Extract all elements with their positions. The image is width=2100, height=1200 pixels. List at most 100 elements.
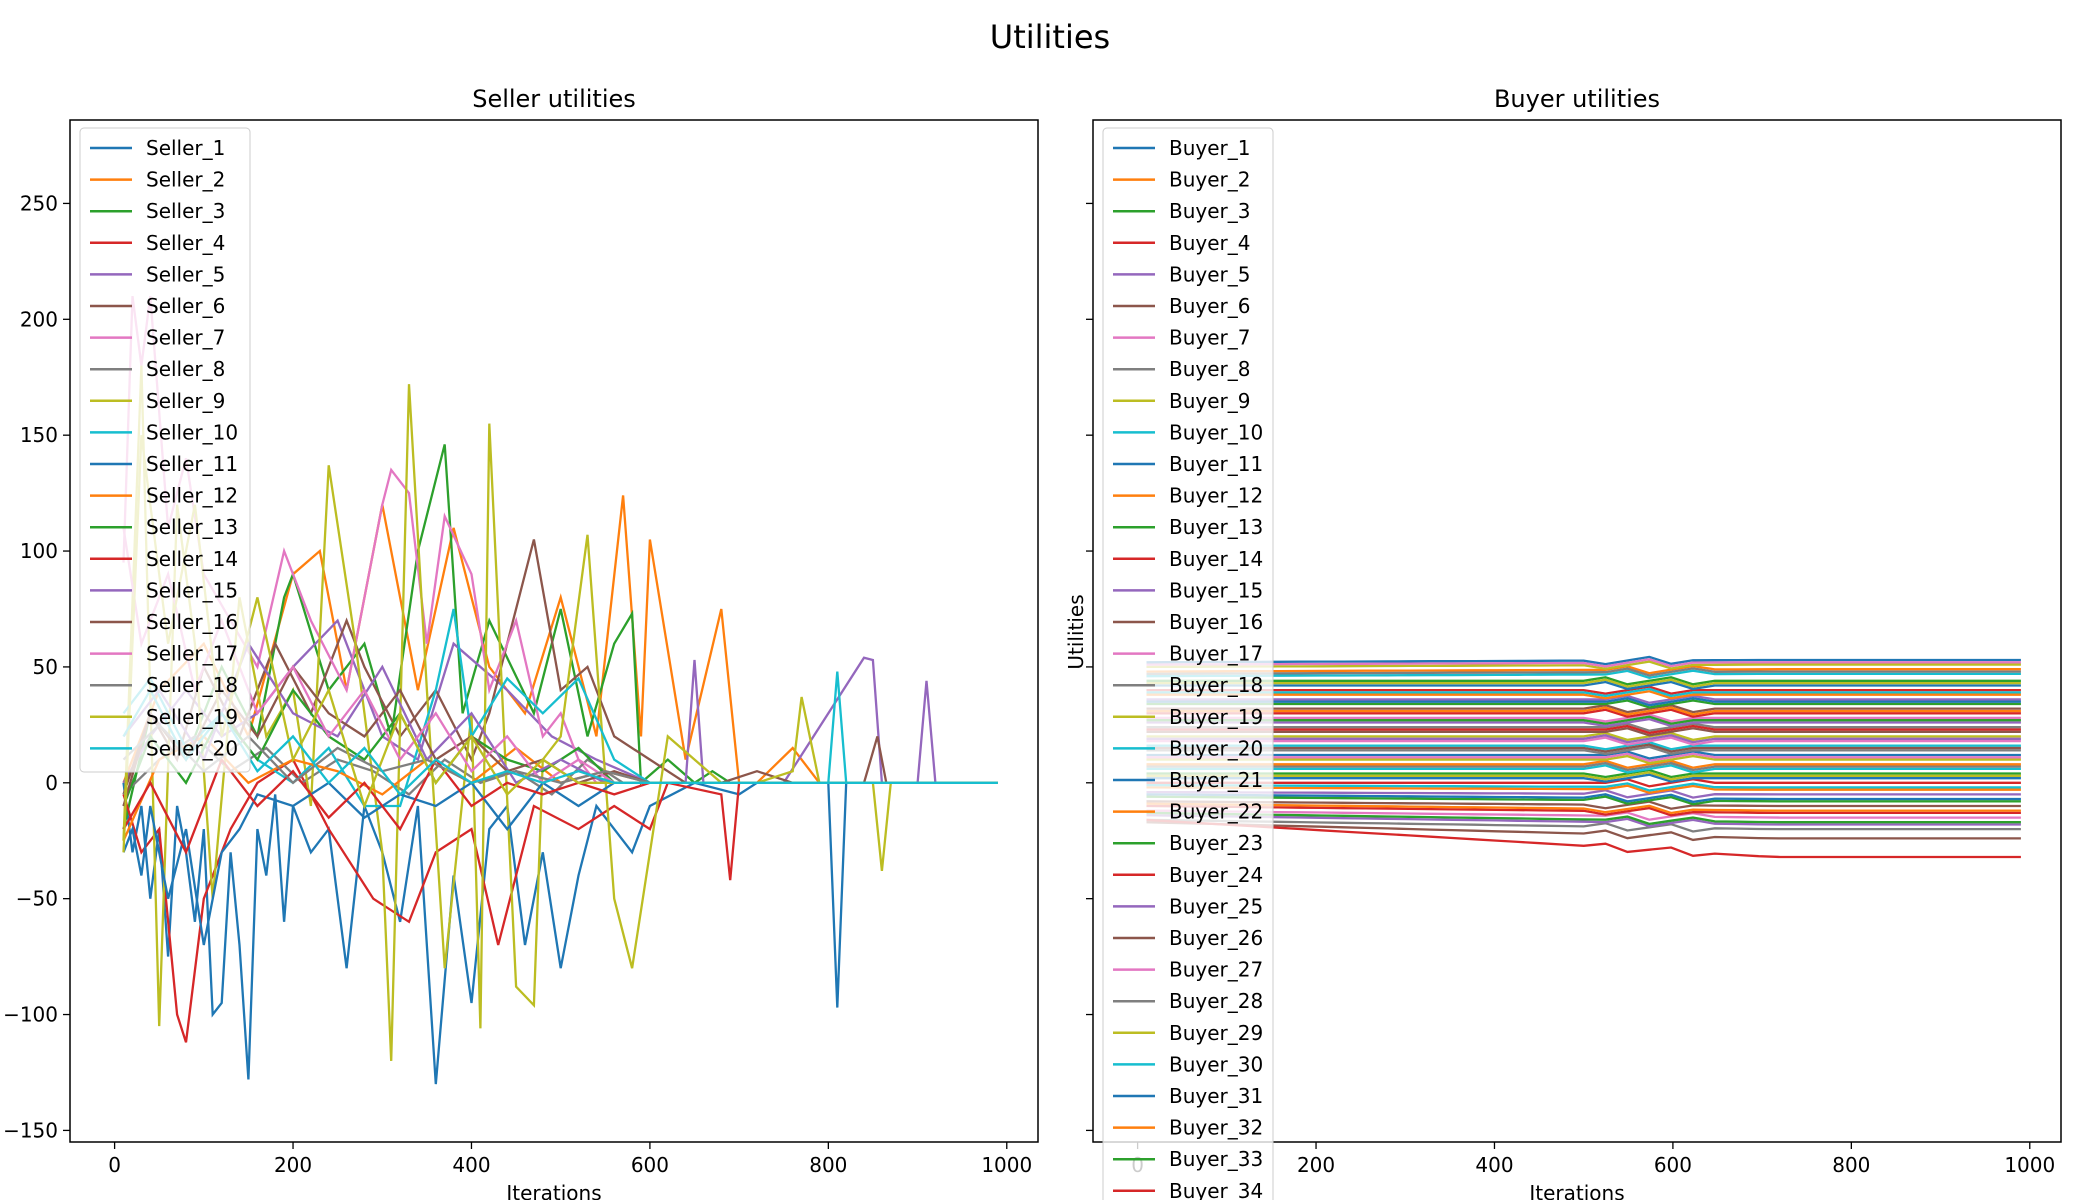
buyer-series-line (1146, 731, 2021, 742)
legend-label: Buyer_17 (1169, 642, 1263, 666)
buyer-series-line (1146, 680, 2021, 691)
y-tick-label: −50 (16, 887, 58, 911)
legend-label: Seller_14 (146, 547, 238, 571)
seller-chart-title: Seller utilities (472, 85, 636, 113)
legend-label: Buyer_26 (1169, 926, 1263, 950)
legend-label: Buyer_15 (1169, 578, 1263, 602)
y-tick-label: 0 (45, 771, 58, 795)
buyer-series-line (1146, 818, 2021, 833)
legend-label: Seller_20 (146, 736, 238, 760)
buyer-series-line (1146, 727, 2021, 737)
x-tick-label: 400 (1475, 1153, 1513, 1177)
x-tick-label: 800 (1832, 1153, 1870, 1177)
legend-label: Buyer_24 (1169, 863, 1263, 887)
x-tick-label: 400 (452, 1153, 490, 1177)
buyer-x-axis-label: Iterations (1529, 1181, 1624, 1200)
legend-label: Buyer_1 (1169, 136, 1250, 160)
buyer-series-line (1146, 664, 2021, 675)
buyer-series-line (1146, 694, 2021, 704)
legend-label: Seller_1 (146, 136, 225, 160)
buyer-series-line (1146, 722, 2021, 732)
buyer-series-line (1146, 771, 2021, 781)
legend-label: Seller_17 (146, 642, 238, 666)
buyer-series-line (1146, 724, 2021, 735)
buyer-series-line (1146, 741, 2021, 751)
legend-label: Seller_16 (146, 610, 238, 634)
buyer-series-line (1146, 795, 2021, 806)
buyer-series-line (1146, 667, 2021, 677)
buyer-chart: Buyer utilities Iterations Utilities 020… (1064, 85, 2062, 1200)
legend-label: Buyer_31 (1169, 1084, 1263, 1108)
legend-label: Seller_19 (146, 705, 238, 729)
legend-label: Seller_9 (146, 389, 225, 413)
legend-label: Buyer_32 (1169, 1116, 1263, 1140)
buyer-series-line (1146, 818, 2021, 859)
legend-label: Buyer_33 (1169, 1147, 1263, 1171)
legend-label: Buyer_11 (1169, 452, 1263, 476)
buyer-series-line (1146, 678, 2021, 688)
legend-label: Buyer_8 (1169, 357, 1250, 381)
plot-frame (1092, 119, 2062, 1143)
buyer-series-line (1146, 690, 2021, 700)
x-tick-label: 600 (631, 1153, 669, 1177)
legend-label: Buyer_22 (1169, 800, 1263, 824)
y-tick-label: 200 (20, 307, 58, 331)
x-tick-label: 0 (108, 1153, 121, 1177)
legend-label: Buyer_2 (1169, 168, 1250, 192)
buyer-series-line (1146, 752, 2021, 762)
buyer-series-line (1146, 784, 2021, 794)
x-tick-label: 200 (1297, 1153, 1335, 1177)
buyer-series-line (1146, 761, 2021, 772)
legend-label: Buyer_3 (1169, 199, 1250, 223)
legend-label: Buyer_13 (1169, 515, 1263, 539)
buyer-series-line (1146, 660, 2021, 670)
legend: Seller_1 Seller_2 Seller_3 Seller_4 Seller_5… (79, 127, 251, 773)
legend-label: Seller_7 (146, 326, 225, 350)
buyer-series-line (1146, 736, 2021, 746)
series-line-seller_14 (122, 757, 998, 856)
legend-label: Seller_10 (146, 420, 238, 444)
legend-box (79, 127, 251, 773)
legend-label: Buyer_27 (1169, 958, 1263, 982)
buyer-y-axis-label: Utilities (1064, 594, 1088, 669)
legend-label: Buyer_34 (1169, 1179, 1263, 1200)
buyer-series-line (1146, 708, 2021, 718)
legend-label: Buyer_29 (1169, 1021, 1263, 1045)
buyer-series-line (1146, 655, 2021, 666)
y-tick-label: 100 (20, 539, 58, 563)
buyer-series-line (1146, 764, 2021, 774)
buyer-series-line (1146, 704, 2021, 714)
legend-label: Buyer_23 (1169, 831, 1263, 855)
buyer-series-line (1146, 778, 2021, 788)
seller-chart: Seller utilities Iterations 0 200 400 600 80… (3, 85, 1039, 1200)
buyer-series-line (1146, 713, 2021, 723)
plot-frame (69, 119, 1039, 1143)
buyer-series-line (1146, 676, 2021, 686)
buyer-series-line (1146, 800, 2021, 810)
legend-label: Seller_4 (146, 231, 225, 255)
legend-label: Seller_6 (146, 294, 225, 318)
buyer-series-line (1146, 717, 2021, 728)
y-tick-label: 50 (33, 655, 58, 679)
y-tick-label: 150 (20, 423, 58, 447)
legend-label: Buyer_14 (1169, 547, 1263, 571)
buyer-series-line (1146, 793, 2021, 804)
buyer-series-line (1146, 754, 2021, 765)
buyer-series-line (1146, 802, 2021, 815)
seller-x-axis-label: Iterations (506, 1181, 601, 1200)
legend-label: Buyer_5 (1169, 262, 1250, 286)
legend: Buyer_1 Buyer_2 Buyer_3 Buyer_4 Buyer_5 Buyer… (1102, 127, 1274, 1200)
buyer-series-line (1146, 685, 2021, 695)
buyer-series-line (1146, 768, 2021, 779)
buyer-series-line (1146, 804, 2021, 817)
buyer-series-line (1146, 745, 2021, 755)
buyer-chart-title: Buyer utilities (1494, 85, 1660, 113)
buyer-series-line (1146, 773, 2021, 783)
x-tick-label: 1000 (2004, 1153, 2055, 1177)
legend-label: Seller_5 (146, 262, 225, 286)
x-tick-label: 800 (809, 1153, 847, 1177)
legend-box (1102, 127, 1274, 1200)
buyer-series-line (1146, 706, 2021, 716)
